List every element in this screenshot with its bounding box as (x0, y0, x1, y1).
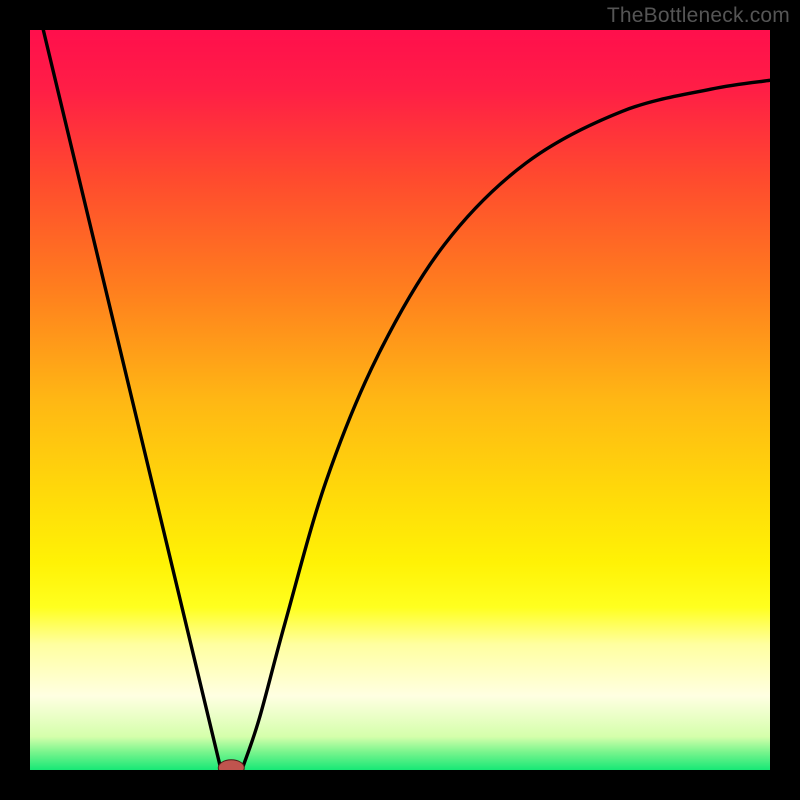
gradient-rect (30, 30, 770, 770)
chart-container: TheBottleneck.com (0, 0, 800, 800)
watermark-text: TheBottleneck.com (607, 4, 790, 28)
plot-svg (30, 30, 770, 770)
